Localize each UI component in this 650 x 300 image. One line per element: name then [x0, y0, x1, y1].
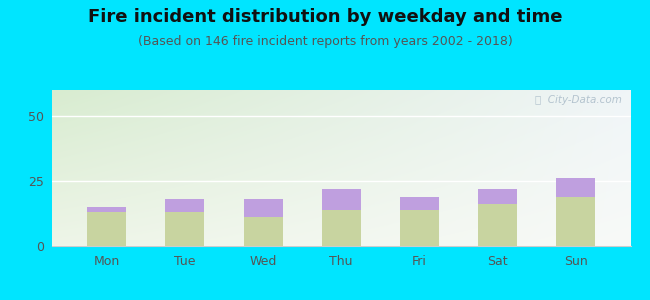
Bar	[165, 212, 205, 246]
Bar	[244, 199, 283, 218]
Bar	[478, 189, 517, 204]
Text: Fire incident distribution by weekday and time: Fire incident distribution by weekday an…	[88, 8, 562, 26]
Bar	[244, 218, 283, 246]
Bar	[478, 204, 517, 246]
Bar	[322, 189, 361, 210]
Bar	[400, 196, 439, 210]
Bar	[400, 210, 439, 246]
Bar	[556, 178, 595, 196]
Bar	[322, 210, 361, 246]
Bar	[165, 199, 205, 212]
Text: (Based on 146 fire incident reports from years 2002 - 2018): (Based on 146 fire incident reports from…	[138, 34, 512, 47]
Text: ⓘ  City-Data.com: ⓘ City-Data.com	[535, 95, 622, 105]
Bar	[87, 207, 126, 212]
Bar	[87, 212, 126, 246]
Bar	[556, 196, 595, 246]
